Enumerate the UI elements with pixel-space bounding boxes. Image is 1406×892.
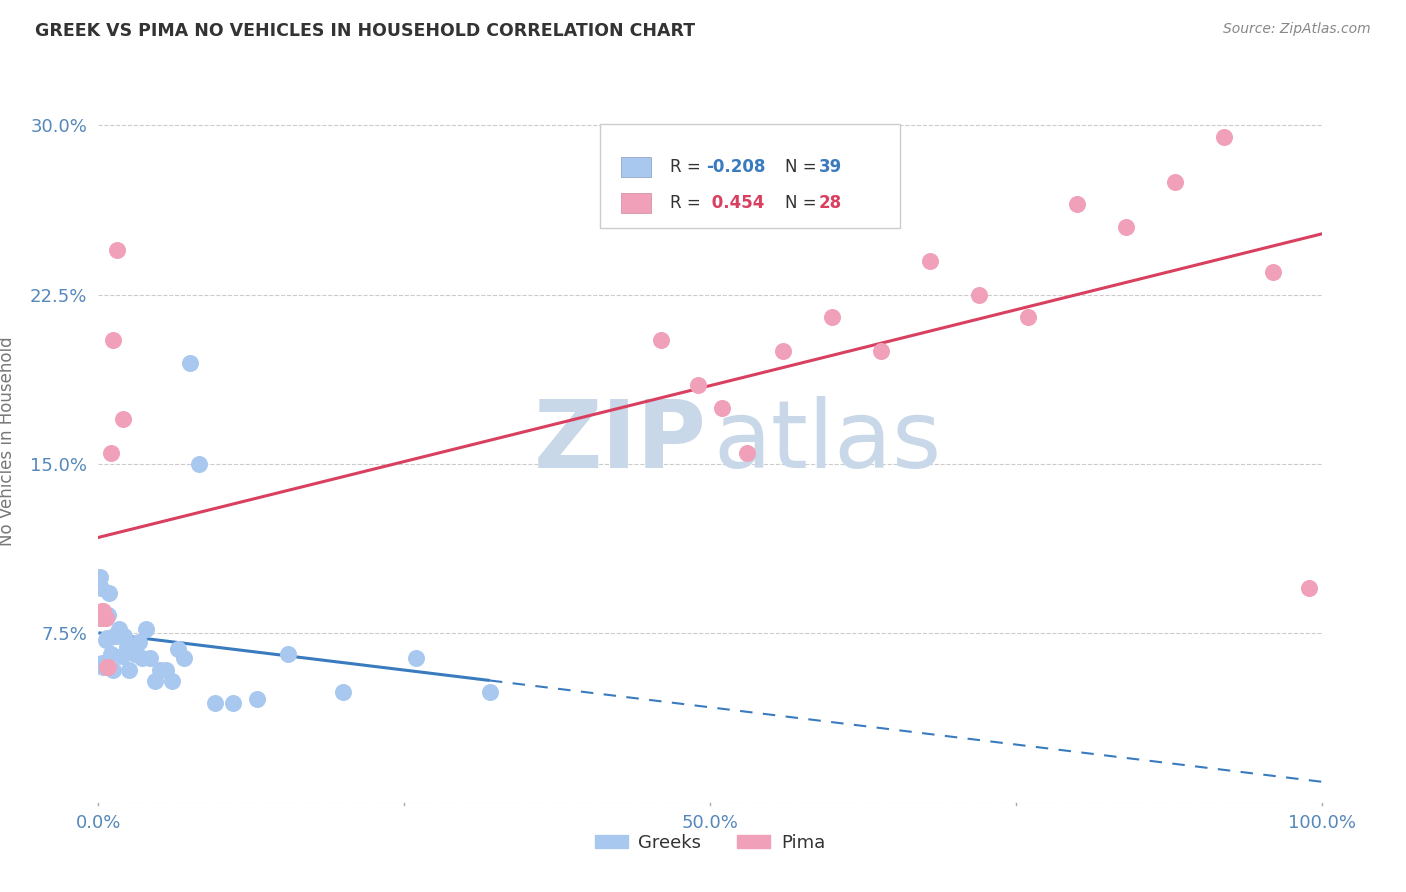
Point — [967, 287, 990, 301]
Point — [100, 647, 122, 661]
Point — [111, 412, 134, 426]
Point — [1164, 175, 1187, 189]
Point — [870, 344, 893, 359]
Point — [115, 640, 138, 654]
Point — [90, 610, 112, 624]
Text: ZIP: ZIP — [533, 395, 706, 488]
Point — [103, 629, 125, 643]
Text: 0.454: 0.454 — [706, 194, 765, 212]
Point — [478, 685, 501, 699]
Point — [187, 457, 209, 471]
Point — [96, 631, 118, 645]
Point — [131, 651, 153, 665]
Point — [135, 622, 157, 636]
Point — [98, 586, 121, 600]
Point — [686, 378, 709, 392]
Point — [1066, 197, 1088, 211]
Point — [97, 608, 120, 623]
Point — [90, 582, 112, 596]
Point — [100, 446, 122, 460]
Point — [128, 635, 150, 649]
Point — [124, 647, 146, 661]
Point — [1298, 582, 1320, 596]
Point — [772, 344, 794, 359]
Point — [155, 663, 177, 677]
Point — [222, 697, 245, 711]
Point — [91, 656, 114, 670]
Point — [97, 660, 120, 674]
Point — [94, 633, 117, 648]
Point — [204, 697, 226, 711]
Point — [1261, 265, 1284, 279]
Point — [93, 656, 115, 670]
Text: 28: 28 — [818, 194, 842, 212]
Y-axis label: No Vehicles in Household: No Vehicles in Household — [0, 336, 15, 547]
Point — [143, 673, 166, 688]
Text: Source: ZipAtlas.com: Source: ZipAtlas.com — [1223, 22, 1371, 37]
Point — [139, 651, 162, 665]
Point — [93, 610, 115, 624]
Point — [735, 446, 758, 460]
Point — [91, 660, 114, 674]
Point — [167, 642, 190, 657]
Point — [1212, 129, 1234, 144]
FancyBboxPatch shape — [620, 157, 651, 178]
Point — [179, 355, 201, 369]
Point — [101, 663, 124, 677]
Point — [332, 685, 354, 699]
Point — [920, 253, 942, 268]
Point — [1115, 220, 1137, 235]
Text: atlas: atlas — [714, 395, 942, 488]
Point — [101, 333, 124, 347]
Point — [1017, 310, 1039, 325]
Point — [246, 692, 269, 706]
Point — [112, 629, 135, 643]
Text: R =: R = — [669, 158, 706, 176]
Point — [121, 642, 143, 657]
FancyBboxPatch shape — [600, 124, 900, 228]
Text: N =: N = — [785, 158, 821, 176]
Point — [91, 604, 114, 618]
Point — [89, 570, 111, 584]
Text: N =: N = — [785, 194, 821, 212]
Point — [277, 647, 299, 661]
Point — [650, 333, 672, 347]
FancyBboxPatch shape — [620, 193, 651, 213]
Point — [173, 651, 195, 665]
Point — [711, 401, 734, 415]
Point — [96, 660, 118, 674]
Point — [89, 610, 111, 624]
Point — [105, 243, 128, 257]
Point — [91, 604, 114, 618]
Point — [160, 673, 183, 688]
Text: R =: R = — [669, 194, 706, 212]
Point — [105, 629, 128, 643]
Point — [108, 622, 131, 636]
Point — [821, 310, 844, 325]
Point — [149, 663, 172, 677]
Legend: Greeks, Pima: Greeks, Pima — [588, 826, 832, 859]
Point — [118, 663, 141, 677]
Point — [405, 651, 427, 665]
Text: GREEK VS PIMA NO VEHICLES IN HOUSEHOLD CORRELATION CHART: GREEK VS PIMA NO VEHICLES IN HOUSEHOLD C… — [35, 22, 696, 40]
Point — [111, 648, 134, 663]
Text: -0.208: -0.208 — [706, 158, 766, 176]
Point — [94, 610, 117, 624]
Text: 39: 39 — [818, 158, 842, 176]
